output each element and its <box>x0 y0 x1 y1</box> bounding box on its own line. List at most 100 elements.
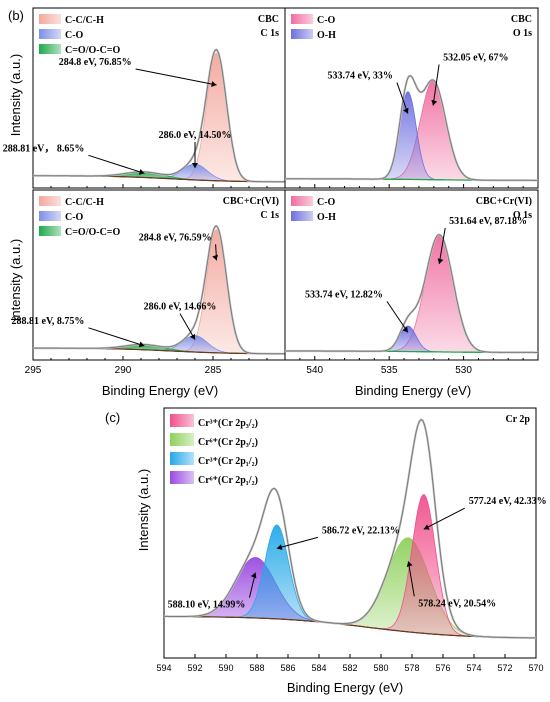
c1s-cbc-cr-envelope <box>33 225 285 355</box>
o1s-cbc-annotation-0: 532.05 eV, 67% <box>443 53 508 64</box>
o1s-cbc-arrow-0 <box>432 64 440 106</box>
cr2p-xtick-label: 586 <box>280 663 295 673</box>
c1s-cbc-annotation-2: 288.81 eV， 8.65% <box>3 143 85 154</box>
cr2p-ylabel: Intensity (a.u.) <box>136 469 151 551</box>
o1s-cbc-envelope <box>285 75 538 181</box>
cr2p-arrow-0 <box>423 507 466 530</box>
o1s-cbc-legend-swatch-1 <box>291 29 313 39</box>
c1s-cbc-arrow-0 <box>135 68 217 86</box>
cr2p-title: Cr 2p <box>505 414 530 425</box>
c1s-cbc-arrowhead-0 <box>211 81 217 88</box>
c1s-cbc-annotation-0: 284.8 eV, 76.85% <box>59 57 132 68</box>
o1s-cbc-frame <box>284 7 539 189</box>
o1s-cbc-annotation-1: 533.74 eV, 33% <box>328 71 393 82</box>
c1s-cbc-cr-arrow-2 <box>88 327 145 347</box>
cr2p-xlabel: Binding Energy (eV) <box>287 680 403 695</box>
cr2p-chart: 570 572 574 576 578 580 582 584 586 588 590 592 594 C… <box>156 407 547 673</box>
c1s-cbc-cr-xtick-label: 290 <box>115 365 132 376</box>
cr2p-xtick-label: 572 <box>497 663 512 673</box>
cr2p-xtick-label: 578 <box>404 663 419 673</box>
c1s-cbc-cr-legend-swatch-1 <box>39 211 61 221</box>
c1s-cbc-title: CBC <box>258 14 279 25</box>
panel-b-label: (b) <box>8 8 24 23</box>
cr2p-arrowhead-1 <box>406 561 413 567</box>
c1s-cbc-peak-0 <box>33 52 285 183</box>
cr2p-legend-swatch-1 <box>170 433 194 446</box>
c1s-cbc-cr-xtick-label: 285 <box>205 365 222 376</box>
cr2p-arrow-1 <box>407 561 415 597</box>
o1s-cbc-cr-frame <box>284 189 539 361</box>
c1s-cbc-cr-legend-swatch-0 <box>39 196 61 206</box>
c1s-cbc-cr-arrow-1 <box>179 313 196 340</box>
o1s-cbc-arrowhead-0 <box>431 99 438 106</box>
cr2p-legend-swatch-0 <box>170 414 194 427</box>
o1s-cbc-cr-legend-swatch-0 <box>291 196 313 206</box>
c1s-cbc-cr-xtick-label: 295 <box>25 365 42 376</box>
c1s-cbc-cr-raw-data <box>33 224 285 355</box>
cr2p-annotation-0: 577.24 eV, 42.33% <box>469 496 547 507</box>
c1s-cbc-cr-legend-label-2: C=O/O-C=O <box>65 227 121 238</box>
cr2p-xtick-label: 576 <box>435 663 450 673</box>
c1s-cbc-arrow-2 <box>88 154 145 174</box>
cr2p-background <box>164 615 537 639</box>
c1s-cbc-legend-swatch-1 <box>39 29 61 39</box>
o1s-cbc-cr-arrowhead-1 <box>402 326 408 333</box>
c1s-cbc-cr-ylabel: Intensity (a.u.) <box>8 239 23 321</box>
cr2p-legend-label-0: Cr³⁺(Cr 2p₃/₂) <box>198 418 258 429</box>
cr2p-arrowhead-3 <box>250 572 257 579</box>
cr2p-annotation-2: 586.72 eV, 22.13% <box>322 525 400 536</box>
o1s-cbc-cr-xtick-label: 540 <box>306 365 323 376</box>
c1s-cbc-cr-legend-label-0: C-C/C-H <box>65 197 104 208</box>
cr2p-peak-2 <box>164 524 537 639</box>
cr2p-legend-swatch-3 <box>170 471 194 484</box>
c1s-cbc-cr-title: CBC+Cr(VI) <box>223 196 279 207</box>
c1s-xlabel: Binding Energy (eV) <box>102 383 218 398</box>
c1s-cbc-ylabel: Intensity (a.u.) <box>8 54 23 136</box>
c1s-cbc-legend-label-1: C-O <box>65 30 84 41</box>
o1s-cbc-cr-legend-label-1: O-H <box>317 212 336 223</box>
c1s-cbc-legend-swatch-0 <box>39 14 61 24</box>
c1s-cbc-cr-annotation-0: 284.8 eV, 76.59% <box>139 232 212 243</box>
o1s-cbc-arrow-1 <box>396 82 409 114</box>
cr2p-legend-label-2: Cr³⁺(Cr 2p₁/₂) <box>198 456 258 467</box>
cr2p-legend-label-1: Cr⁶⁺(Cr 2p₃/₂) <box>198 437 258 448</box>
o1s-cbc-subtitle: O 1s <box>513 28 532 39</box>
o1s-cbc-cr-arrow-0 <box>438 227 446 265</box>
o1s-cbc-cr-title: CBC+Cr(VI) <box>476 196 532 207</box>
c1s-cbc-cr-arrowhead-0 <box>212 254 218 261</box>
o1s-cbc-cr-annotation-1: 533.74 eV, 12.82% <box>305 289 383 300</box>
cr2p-xtick-label: 570 <box>528 663 543 673</box>
o1s-cbc-cr-arrow-1 <box>386 301 409 333</box>
c1s-cbc-cr-arrowhead-1 <box>189 333 196 340</box>
o1s-cbc-cr-peak-1 <box>285 325 538 353</box>
cr2p-envelope <box>164 418 537 639</box>
c1s-cbc-legend-swatch-2 <box>39 44 61 54</box>
c1s-cbc-cr-chart: 285 290 295 C-C/C-H C-O C=O/O-C=O CBC+Cr(VI) C … <box>12 189 286 376</box>
c1s-cbc-subtitle: C 1s <box>260 28 279 39</box>
cr2p-xtick-label: 594 <box>156 663 171 673</box>
o1s-cbc-title: CBC <box>511 14 532 25</box>
cr2p-xtick-label: 582 <box>342 663 357 673</box>
c1s-cbc-cr-annotation-1: 286.0 eV, 14.66% <box>144 302 217 313</box>
cr2p-xtick-label: 574 <box>466 663 481 673</box>
c1s-cbc-legend-label-2: C=O/O-C=O <box>65 45 121 56</box>
c1s-cbc-cr-subtitle: C 1s <box>260 210 279 221</box>
o1s-cbc-cr-xtick-label: 530 <box>455 365 472 376</box>
c1s-cbc-chart: C-C/C-H C-O C=O/O-C=O CBC C 1s 284.8 eV, 76.8… <box>3 7 286 189</box>
cr2p-xtick-label: 580 <box>373 663 388 673</box>
c1s-cbc-cr-peak-1 <box>33 335 285 355</box>
c1s-cbc-arrowhead-1 <box>192 162 198 168</box>
o1s-cbc-legend-label-1: O-H <box>317 30 336 41</box>
c1s-cbc-annotation-1: 286.0 eV, 14.50% <box>159 130 232 141</box>
c1s-cbc-envelope <box>33 48 285 183</box>
c1s-cbc-cr-annotation-2: 288.81 eV, 8.75% <box>12 316 85 327</box>
cr2p-arrow-2 <box>276 536 318 549</box>
o1s-cbc-legend-label-0: C-O <box>317 15 336 26</box>
o1s-cbc-peak-1 <box>285 91 538 181</box>
cr2p-arrowhead-0 <box>423 524 430 530</box>
c1s-cbc-cr-peak-0 <box>33 229 285 355</box>
panel-c-label: (c) <box>105 410 120 425</box>
c1s-cbc-cr-legend-label-1: C-O <box>65 212 84 223</box>
o1s-cbc-arrowhead-1 <box>403 107 409 114</box>
